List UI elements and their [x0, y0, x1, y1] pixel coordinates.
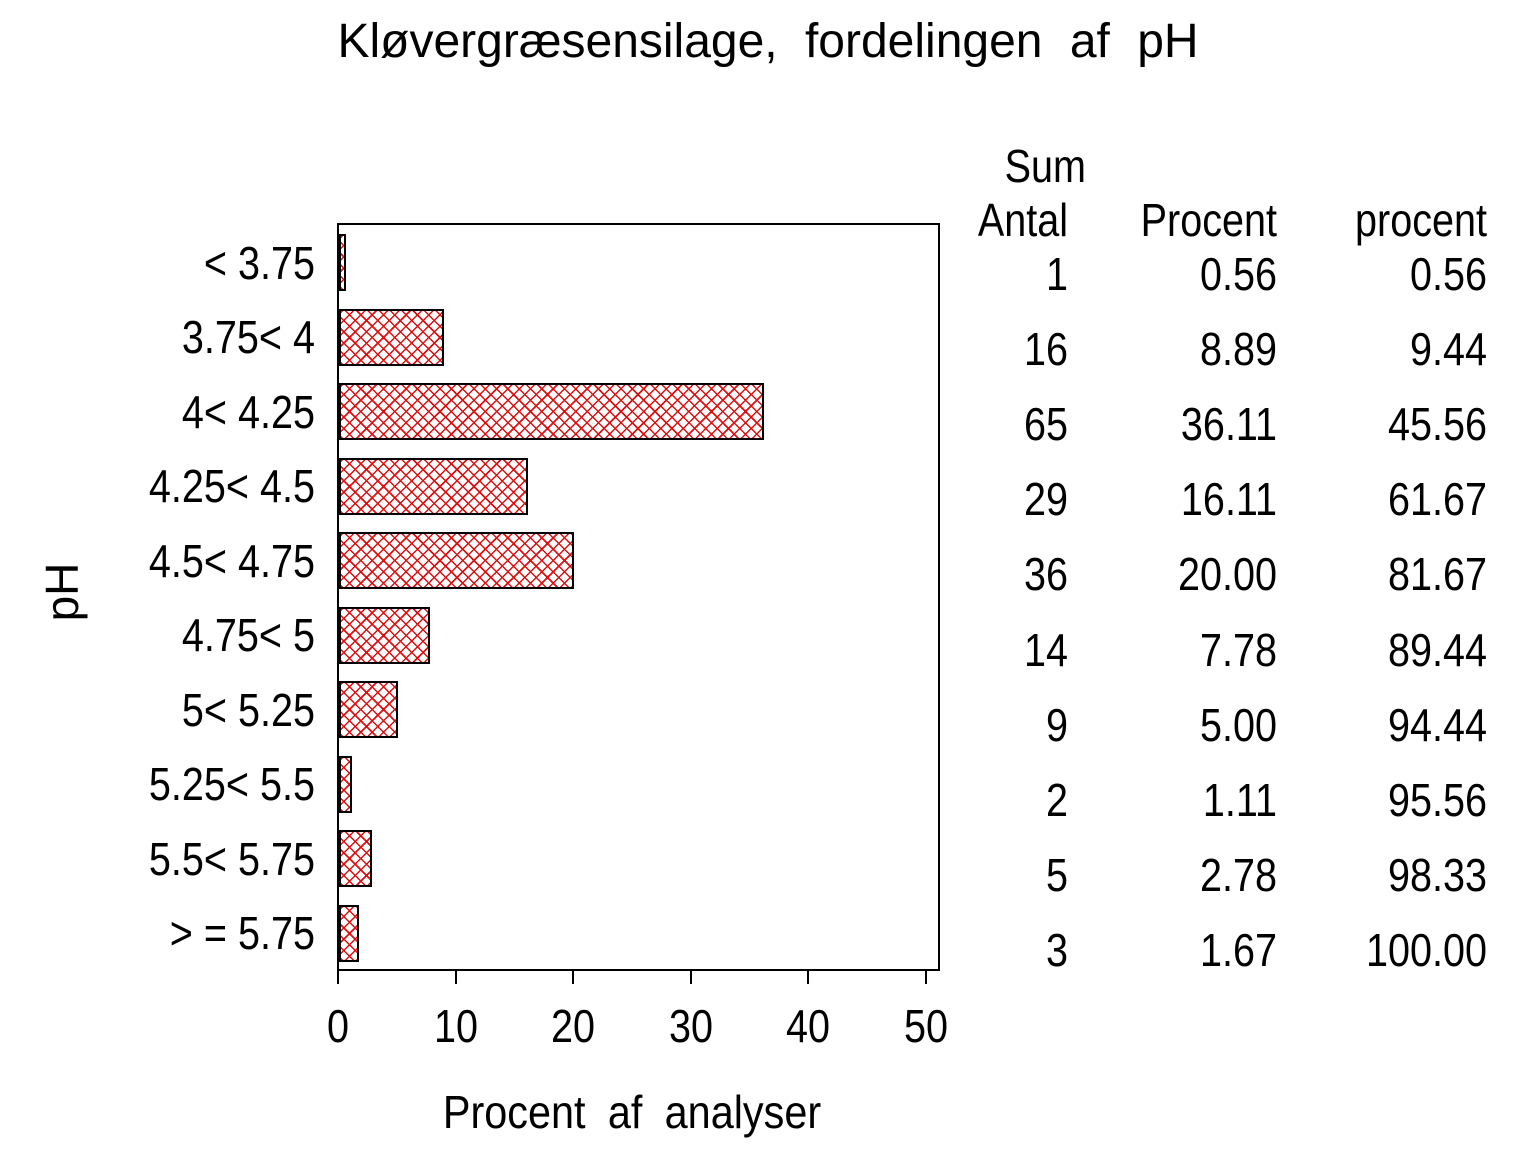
bar — [339, 234, 346, 291]
table-cell-sum: 94.44 — [1387, 699, 1487, 751]
table-cell-sum: 89.44 — [1387, 624, 1487, 676]
table-cell-procent: 36.11 — [1180, 398, 1277, 450]
table-cell-procent: 8.89 — [1200, 323, 1277, 375]
y-category-label: 5.5< 5.75 — [148, 833, 315, 885]
table-cell-procent: 1.67 — [1200, 924, 1277, 976]
bar — [339, 383, 764, 441]
table-cell-procent: 20.00 — [1177, 548, 1277, 600]
table-cell-antal: 2 — [1045, 774, 1068, 826]
table-header-sum-line2: procent — [1355, 194, 1487, 246]
table-cell-antal: 36 — [1023, 548, 1068, 600]
table-cell-procent: 7.78 — [1200, 624, 1277, 676]
y-category-label: 4.25< 4.5 — [148, 460, 315, 512]
x-tick-mark — [807, 969, 809, 984]
x-tick-label: 40 — [785, 1000, 830, 1052]
y-category-label: < 3.75 — [203, 237, 315, 289]
x-tick-label: 20 — [550, 1000, 595, 1052]
table-cell-procent: 16.11 — [1180, 473, 1277, 525]
bar — [339, 606, 430, 664]
bar — [339, 308, 444, 366]
x-tick-mark — [690, 969, 692, 984]
table-cell-antal: 29 — [1023, 473, 1068, 525]
table-cell-procent: 2.78 — [1200, 849, 1277, 901]
y-category-label: 4.75< 5 — [181, 609, 315, 661]
y-category-label: 3.75< 4 — [181, 311, 315, 363]
table-cell-sum: 100.00 — [1365, 924, 1487, 976]
table-cell-antal: 1 — [1045, 248, 1068, 300]
y-category-label: 4< 4.25 — [181, 386, 315, 438]
x-tick-mark — [925, 969, 927, 984]
table-header-procent: Procent — [1140, 194, 1277, 246]
chart-title: Kløvergræsensilage, fordelingen af pH — [337, 15, 1199, 68]
bar — [339, 904, 359, 962]
table-cell-sum: 0.56 — [1410, 248, 1487, 300]
table-cell-sum: 61.67 — [1387, 473, 1487, 525]
table-cell-procent: 1.11 — [1202, 774, 1277, 826]
x-tick-label: 50 — [903, 1000, 948, 1052]
y-category-label: 5< 5.25 — [181, 684, 315, 736]
y-category-label: 5.25< 5.5 — [148, 758, 315, 810]
x-tick-mark — [455, 969, 457, 984]
x-tick-mark — [572, 969, 574, 984]
bar — [339, 681, 398, 739]
plot-area — [337, 223, 940, 971]
table-cell-sum: 45.56 — [1387, 398, 1487, 450]
table-cell-procent: 5.00 — [1200, 699, 1277, 751]
bar — [339, 830, 372, 888]
y-category-label: 4.5< 4.75 — [148, 535, 315, 587]
bar — [339, 755, 352, 813]
table-cell-antal: 5 — [1045, 849, 1068, 901]
table-cell-sum: 95.56 — [1387, 774, 1487, 826]
x-axis-title: Procent af analyser — [442, 1086, 822, 1138]
table-cell-sum: 98.33 — [1387, 849, 1487, 901]
table-header-sum-line1: Sum — [1004, 140, 1086, 192]
table-cell-antal: 16 — [1023, 323, 1068, 375]
bar — [339, 457, 528, 515]
table-cell-antal: 3 — [1045, 924, 1068, 976]
y-category-label: > = 5.75 — [169, 907, 315, 959]
table-cell-sum: 9.44 — [1410, 323, 1487, 375]
x-tick-mark — [337, 969, 339, 984]
table-cell-procent: 0.56 — [1200, 248, 1277, 300]
x-tick-label: 0 — [326, 1000, 350, 1052]
table-header-antal: Antal — [977, 194, 1068, 246]
bar — [339, 532, 574, 590]
table-cell-sum: 81.67 — [1387, 548, 1487, 600]
x-tick-label: 30 — [668, 1000, 713, 1052]
table-cell-antal: 9 — [1045, 699, 1068, 751]
x-tick-label: 10 — [433, 1000, 478, 1052]
table-cell-antal: 65 — [1023, 398, 1068, 450]
table-cell-antal: 14 — [1023, 624, 1068, 676]
